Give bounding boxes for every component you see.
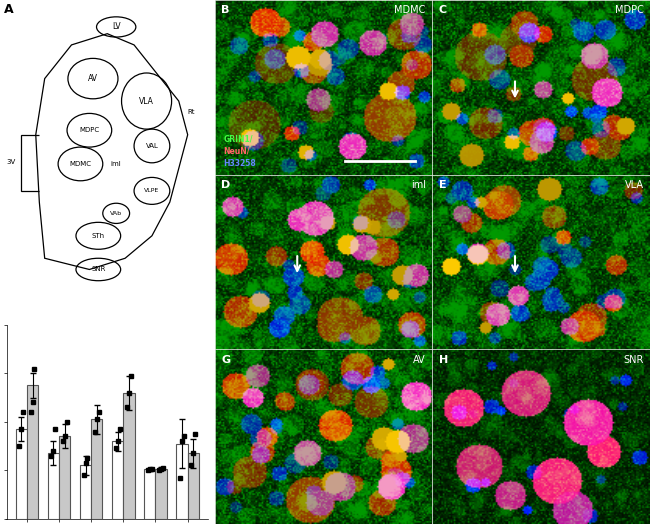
Text: MDMC: MDMC xyxy=(70,161,92,167)
Text: MDPC: MDPC xyxy=(615,5,644,15)
Text: iml: iml xyxy=(411,180,426,190)
Text: VLA: VLA xyxy=(139,96,154,105)
Text: VAb: VAb xyxy=(110,211,122,216)
Text: 3V: 3V xyxy=(6,159,16,165)
Bar xyxy=(124,393,135,519)
Text: SNR: SNR xyxy=(623,355,644,365)
Text: iml: iml xyxy=(111,161,122,167)
Text: LV: LV xyxy=(112,23,120,31)
Text: VLA: VLA xyxy=(625,180,644,190)
Bar xyxy=(91,419,103,519)
Text: H: H xyxy=(439,355,448,365)
Bar xyxy=(155,469,166,519)
Text: VLPE: VLPE xyxy=(144,189,159,193)
Bar xyxy=(176,444,188,519)
Text: MDPC: MDPC xyxy=(79,127,99,133)
Text: SNR: SNR xyxy=(91,267,105,272)
Bar xyxy=(59,436,70,519)
Text: C: C xyxy=(439,5,447,15)
Text: G: G xyxy=(221,355,230,365)
Text: AV: AV xyxy=(413,355,426,365)
Text: E: E xyxy=(439,180,447,190)
Bar xyxy=(48,453,59,519)
Text: VAL: VAL xyxy=(146,143,159,149)
Text: B: B xyxy=(221,5,229,15)
Text: AV: AV xyxy=(88,74,98,83)
Text: Rt: Rt xyxy=(187,110,195,115)
Text: GRIN1/: GRIN1/ xyxy=(223,134,253,143)
Text: STh: STh xyxy=(92,233,105,239)
Text: A: A xyxy=(5,3,14,16)
Bar xyxy=(112,441,124,519)
Bar xyxy=(144,470,155,519)
Bar xyxy=(27,386,38,519)
Bar xyxy=(80,465,91,519)
Text: NeuN/: NeuN/ xyxy=(223,146,250,156)
Bar xyxy=(16,429,27,519)
Text: H33258: H33258 xyxy=(223,159,256,168)
Text: D: D xyxy=(221,180,230,190)
Text: MDMC: MDMC xyxy=(395,5,426,15)
Bar xyxy=(188,453,199,519)
